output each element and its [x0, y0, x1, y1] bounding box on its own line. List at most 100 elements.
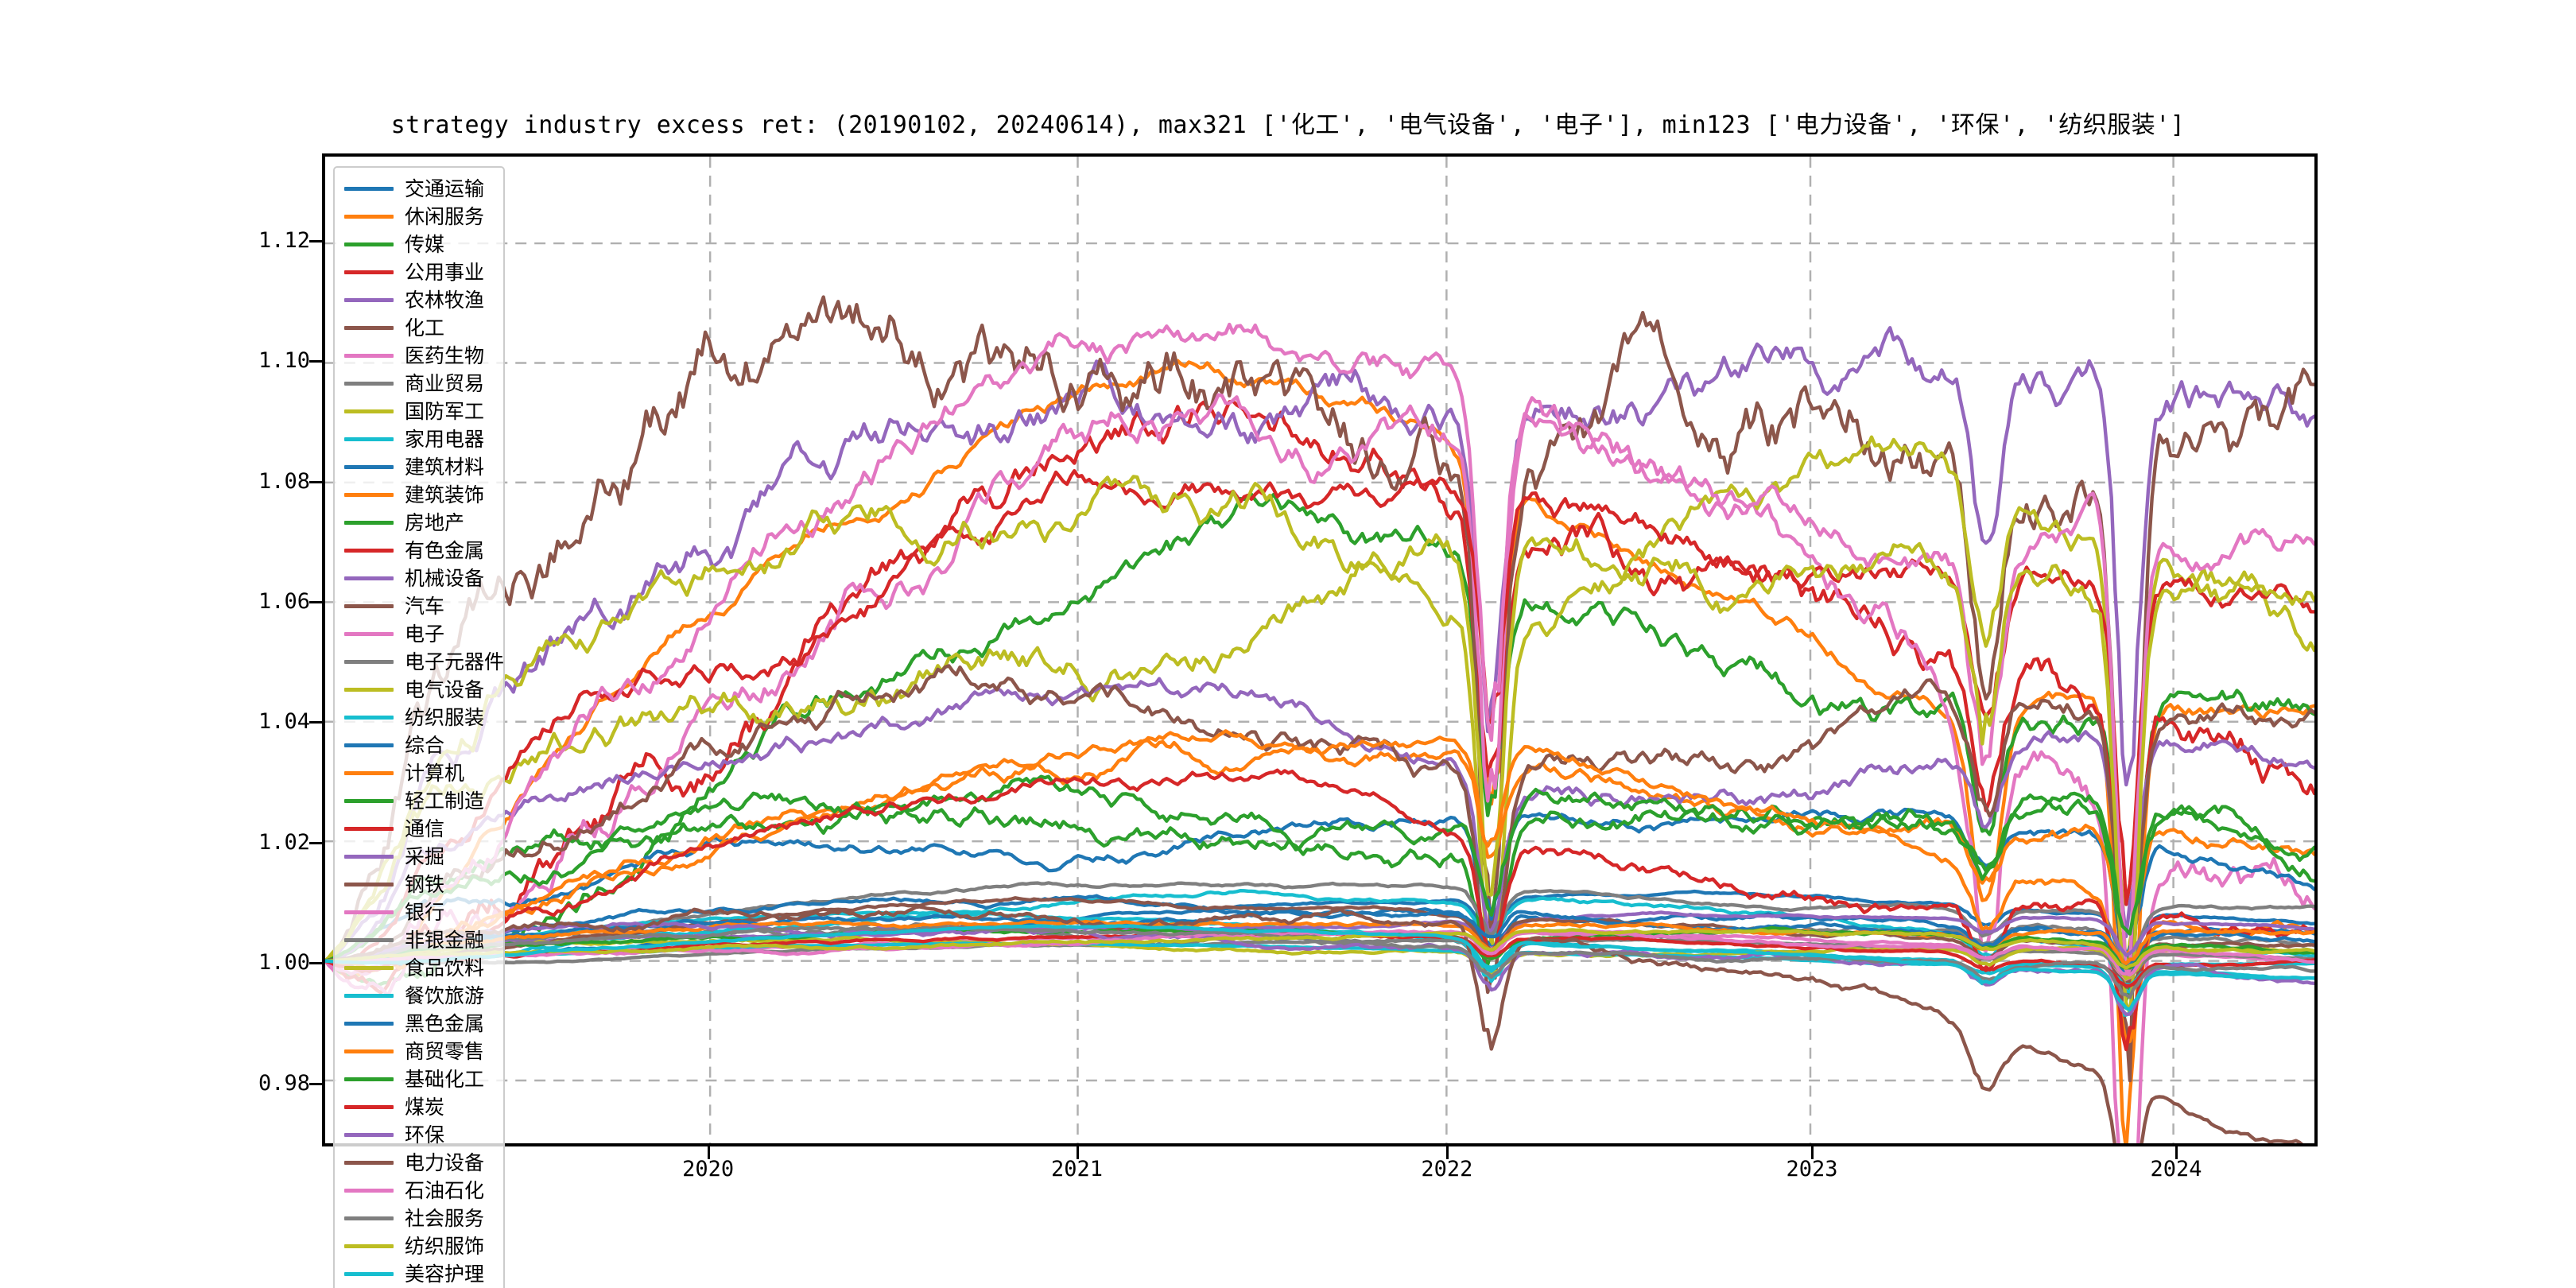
legend-item[interactable]: 传媒 [335, 231, 503, 258]
legend-color-swatch [344, 270, 394, 274]
legend-item[interactable]: 交通运输 [335, 175, 503, 203]
legend-color-swatch [344, 215, 394, 219]
legend-item-label: 计算机 [405, 762, 465, 785]
legend-color-swatch [344, 1189, 394, 1193]
legend-color-swatch [344, 409, 394, 413]
legend-item[interactable]: 黑色金属 [335, 1010, 503, 1038]
legend-color-swatch [344, 465, 394, 469]
legend-item-label: 非银金融 [405, 929, 485, 952]
legend-color-swatch [344, 1077, 394, 1081]
legend-color-swatch [344, 382, 394, 386]
legend-item[interactable]: 机械设备 [335, 564, 503, 592]
legend-item[interactable]: 化工 [335, 314, 503, 342]
legend-item[interactable]: 汽车 [335, 592, 503, 620]
series-line [325, 435, 2314, 980]
legend-item[interactable]: 采掘 [335, 843, 503, 871]
legend-item[interactable]: 钢铁 [335, 871, 503, 898]
legend-item[interactable]: 电力设备 [335, 1149, 503, 1177]
legend-item[interactable]: 国防军工 [335, 398, 503, 425]
series-line [325, 664, 2314, 995]
legend-item[interactable]: 轻工制造 [335, 787, 503, 815]
y-axis-tick-label: 1.00 [258, 950, 310, 976]
legend-item[interactable]: 社会服务 [335, 1205, 503, 1232]
series-line [325, 326, 2314, 963]
plot-area [322, 153, 2318, 1146]
legend-item[interactable]: 银行 [335, 898, 503, 926]
legend-item[interactable]: 餐饮旅游 [335, 982, 503, 1010]
legend-item[interactable]: 综合 [335, 731, 503, 759]
legend-item[interactable]: 基础化工 [335, 1065, 503, 1093]
legend-color-swatch [344, 827, 394, 831]
series-line [325, 322, 2314, 980]
legend-color-swatch [344, 604, 394, 608]
chart-legend[interactable]: 交通运输 休闲服务传媒 公用事业农林牧渔 化工 医药生物 商业贸易国防军工家用电器建筑材料… [333, 166, 505, 1288]
legend-item[interactable]: 商业贸易 [335, 370, 503, 398]
legend-item-label: 电子 [405, 623, 445, 646]
legend-item[interactable]: 食品饮料 [335, 954, 503, 982]
legend-color-swatch [344, 994, 394, 998]
legend-item[interactable]: 房地产 [335, 509, 503, 537]
legend-item[interactable]: 建筑材料 [335, 453, 503, 481]
legend-color-swatch [344, 660, 394, 664]
x-axis-tick-mark [2175, 1146, 2178, 1159]
legend-item-label: 建筑材料 [405, 456, 485, 479]
grid-lines [325, 157, 2314, 1143]
legend-item-label: 环保 [405, 1123, 445, 1146]
y-axis-tick-mark [309, 841, 322, 844]
legend-item[interactable]: 石油石化 [335, 1177, 503, 1205]
series-line [325, 905, 2304, 1143]
legend-item[interactable]: 环保 [335, 1121, 503, 1149]
x-axis-tick-labels: 2020 2021 2022 2023 2024 [322, 1157, 2318, 1205]
series-line [325, 475, 2314, 1015]
legend-item-label: 煤炭 [405, 1096, 445, 1119]
legend-item[interactable]: 通信 [335, 815, 503, 843]
legend-item[interactable]: 美容护理 [335, 1260, 503, 1288]
legend-item[interactable]: 煤炭 [335, 1093, 503, 1121]
legend-item-label: 家用电器 [405, 428, 485, 451]
legend-item-label: 休闲服务 [405, 205, 485, 228]
legend-item[interactable]: 电子元器件 [335, 648, 505, 676]
legend-item[interactable]: 家用电器 [335, 425, 503, 453]
legend-item-label: 银行 [405, 901, 445, 924]
legend-color-swatch [344, 549, 394, 553]
x-axis-tick-mark [1445, 1146, 1449, 1159]
legend-item-label: 机械设备 [405, 567, 485, 590]
legend-item[interactable]: 农林牧渔 [335, 286, 503, 314]
legend-item[interactable]: 商贸零售 [335, 1038, 503, 1065]
y-axis-tick-mark [309, 721, 322, 724]
legend-item-label: 商贸零售 [405, 1040, 485, 1063]
legend-color-swatch [344, 326, 394, 330]
legend-item-label: 电子元器件 [405, 650, 505, 673]
legend-item[interactable]: 医药生物 [335, 342, 503, 370]
legend-item[interactable]: 电子 [335, 620, 503, 648]
legend-item-label: 商业贸易 [405, 372, 485, 395]
legend-item[interactable]: 建筑装饰 [335, 481, 503, 509]
legend-item-label: 建筑装饰 [405, 483, 485, 506]
legend-item[interactable]: 计算机 [335, 759, 503, 787]
legend-color-swatch [344, 966, 394, 970]
legend-item-label: 农林牧渔 [405, 289, 485, 312]
legend-item[interactable]: 纺织服装 [335, 704, 503, 731]
legend-color-swatch [344, 799, 394, 803]
y-axis-tick-mark [309, 480, 322, 483]
legend-color-swatch [344, 187, 394, 191]
x-axis-tick-marks [322, 1146, 2318, 1159]
legend-item[interactable]: 有色金属 [335, 537, 503, 564]
x-axis-tick-label: 2020 [682, 1157, 735, 1181]
series-line [325, 399, 2314, 995]
series-line [325, 774, 2314, 963]
legend-item[interactable]: 公用事业 [335, 258, 503, 286]
legend-item[interactable]: 纺织服饰 [335, 1232, 503, 1260]
legend-item-label: 美容护理 [405, 1263, 485, 1286]
legend-color-swatch [344, 437, 394, 441]
legend-color-swatch [344, 743, 394, 747]
legend-item[interactable]: 电气设备 [335, 676, 503, 704]
legend-item-label: 钢铁 [405, 873, 445, 896]
y-axis-tick-label: 1.08 [258, 468, 310, 494]
legend-item[interactable]: 非银金融 [335, 926, 503, 954]
legend-item[interactable]: 休闲服务 [335, 203, 503, 231]
legend-color-swatch [344, 576, 394, 580]
legend-item-label: 轻工制造 [405, 789, 485, 813]
y-axis-tick-label: 1.12 [258, 227, 310, 253]
